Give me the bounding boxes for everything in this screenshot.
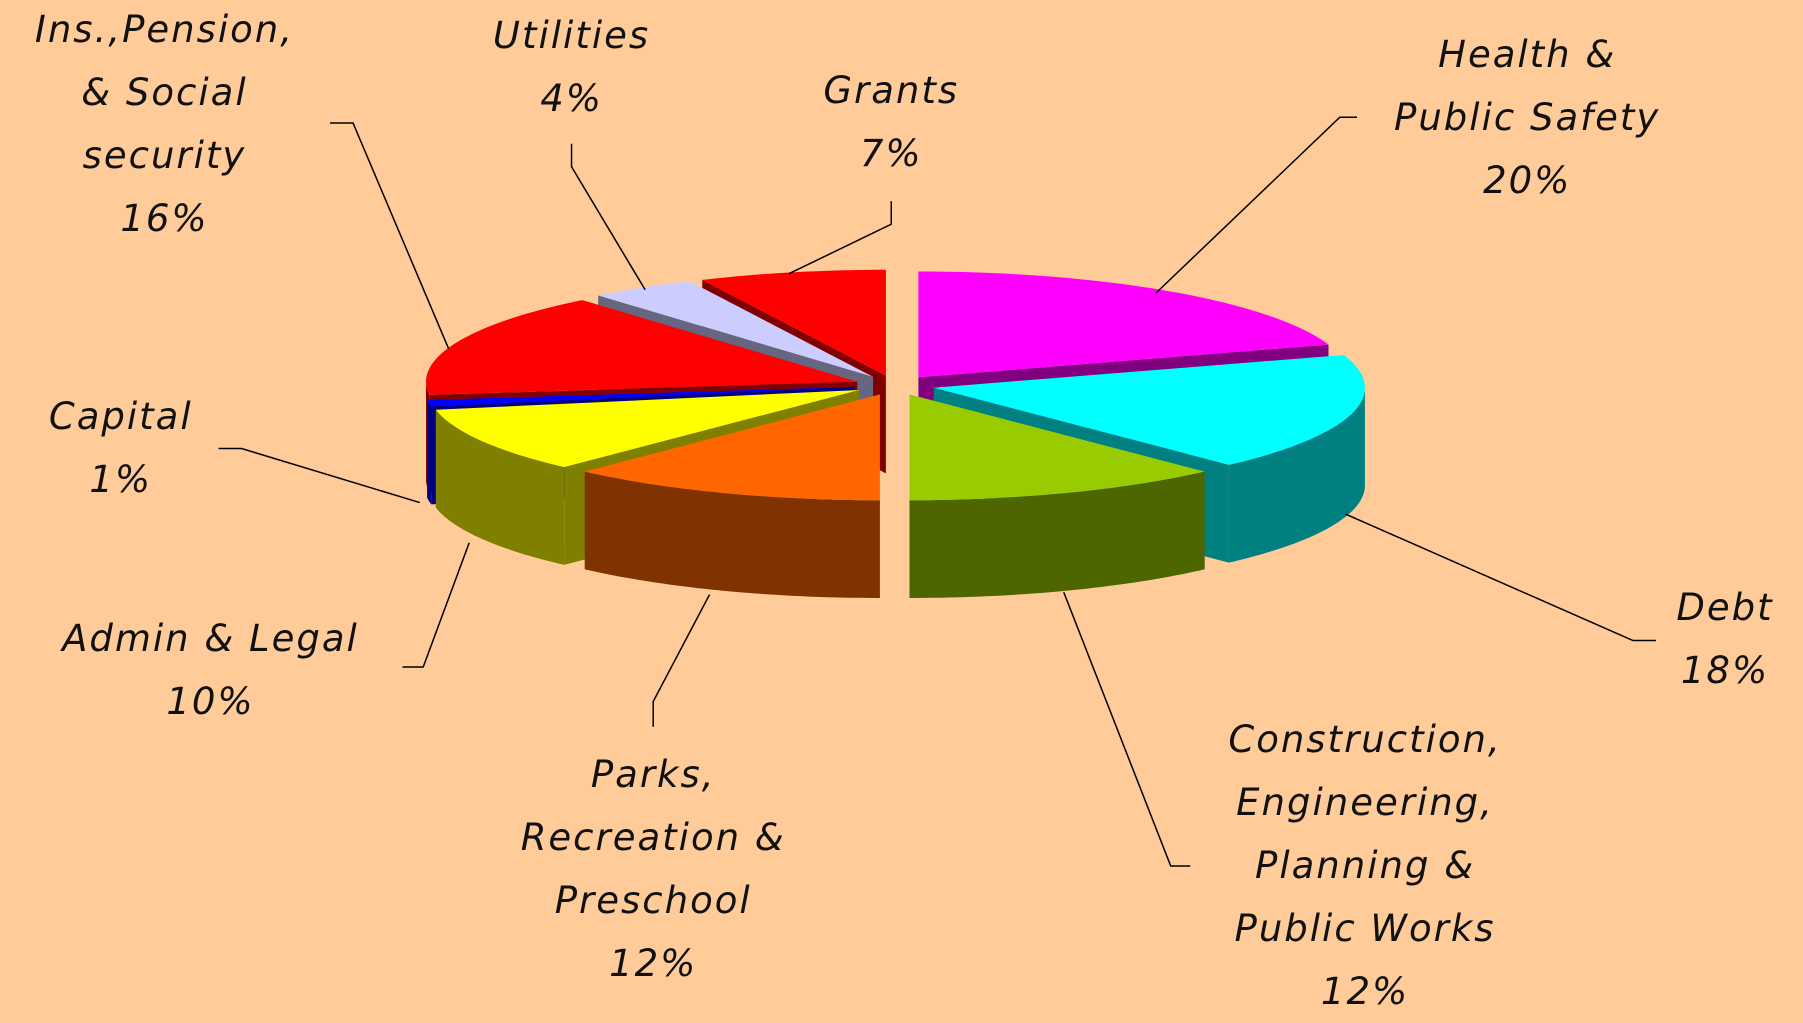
slice-label: Utilities 4% [322, 4, 822, 130]
slice-wall [909, 471, 1205, 598]
leader-line [218, 447, 420, 504]
slice-label: Health & Public Safety 20% [1277, 23, 1777, 212]
leader-line [402, 542, 470, 668]
slice-label: Admin & Legal 10% [0, 607, 460, 733]
slice [584, 394, 880, 598]
category-label: Admin & Legal [62, 617, 359, 661]
slice-top [702, 269, 886, 376]
slice-wall [1228, 387, 1365, 563]
slice-label: Grants 7% [641, 59, 1141, 185]
slice [909, 394, 1205, 598]
value-label: 4% [540, 76, 603, 120]
slice-wall [584, 471, 880, 598]
value-label: 1% [89, 458, 153, 502]
category-label: Debt [1676, 586, 1774, 630]
leader-line [1063, 591, 1191, 867]
value-label: 7% [859, 131, 923, 175]
category-label: Ins.,Pension, & Social security [34, 7, 294, 177]
value-label: 10% [166, 680, 255, 724]
slice-top [933, 355, 1365, 465]
category-label: Health & Public Safety [1394, 33, 1661, 140]
category-label: Capital [48, 395, 193, 439]
category-label: Utilities [492, 13, 651, 57]
slice-top [584, 394, 880, 501]
value-label: 20% [1483, 159, 1572, 203]
slice-label: Debt 18% [1475, 576, 1803, 702]
slice-label: Parks, Recreation & Preschool 12% [403, 743, 903, 995]
slice-label: Construction, Engineering, Planning & Pu… [1115, 708, 1615, 1023]
slice-top [918, 271, 1329, 378]
leader-line [1345, 513, 1656, 642]
leader-line [788, 201, 892, 275]
category-label: Construction, Engineering, Planning & Pu… [1228, 718, 1502, 951]
slice-top [435, 390, 860, 468]
slice-wall [435, 409, 565, 565]
leader-line [330, 122, 450, 349]
category-label: Grants [823, 68, 960, 112]
leader-line [1155, 116, 1357, 294]
leader-line [570, 143, 646, 291]
value-label: 12% [1320, 970, 1410, 1014]
value-label: 12% [609, 941, 698, 985]
value-label: 16% [120, 196, 209, 240]
slice-top [909, 394, 1205, 501]
category-label: Parks, Recreation & Preschool [520, 752, 786, 922]
value-label: 18% [1680, 649, 1770, 693]
slice-label: Ins.,Pension, & Social security 16% [0, 0, 414, 250]
slice-top [426, 300, 858, 395]
slice-top [427, 386, 855, 407]
slice-top [598, 281, 874, 377]
leader-line [652, 594, 711, 727]
slice-label: Capital 1% [0, 385, 371, 511]
slice-wall [427, 400, 432, 505]
